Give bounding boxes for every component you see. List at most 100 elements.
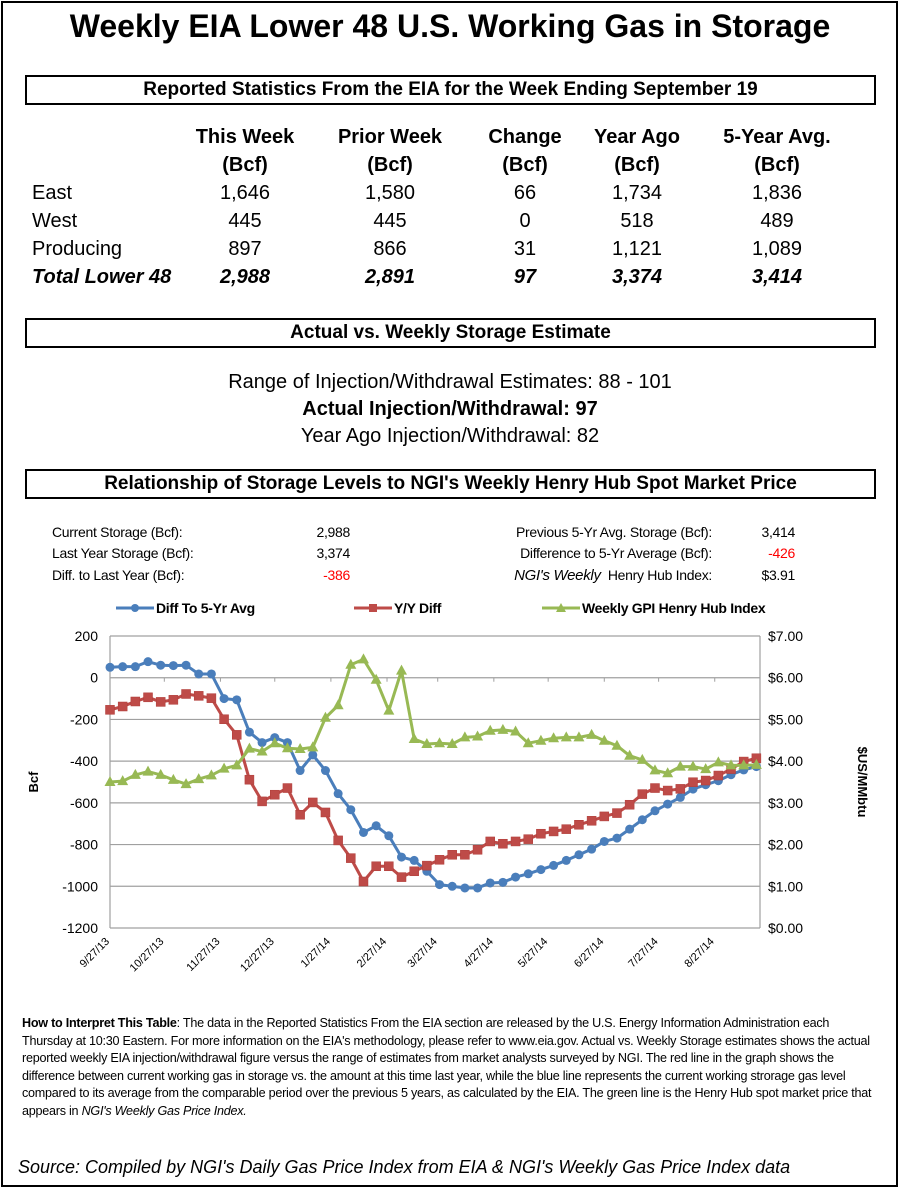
data-point-circle bbox=[257, 738, 267, 748]
x-tick-label: 4/27/14 bbox=[462, 936, 496, 970]
data-point-circle bbox=[675, 792, 685, 802]
data-point-circle bbox=[650, 806, 660, 816]
data-point-circle bbox=[574, 850, 584, 860]
data-point-circle bbox=[143, 657, 153, 667]
stat-value: 3,374 bbox=[316, 545, 350, 561]
stat-label-italic: NGI's Weekly bbox=[514, 567, 601, 584]
data-point-square bbox=[586, 816, 597, 826]
data-point-triangle bbox=[370, 673, 382, 684]
data-point-square bbox=[244, 774, 255, 785]
data-point-circle bbox=[663, 799, 673, 809]
section-heading-estimate: Actual vs. Weekly Storage Estimate bbox=[25, 318, 876, 348]
cell: 2,891 bbox=[364, 266, 416, 288]
data-point-square bbox=[409, 866, 419, 877]
data-point-square bbox=[384, 861, 394, 872]
y-axis-label: Bcf bbox=[26, 771, 41, 793]
data-point-circle bbox=[194, 669, 204, 679]
y-tick-label: -200 bbox=[70, 711, 98, 727]
data-point-circle bbox=[447, 881, 457, 891]
data-point-circle bbox=[397, 852, 407, 862]
data-point-circle bbox=[485, 878, 495, 888]
data-point-triangle bbox=[636, 753, 648, 764]
data-point-triangle bbox=[167, 773, 179, 784]
data-point-triangle bbox=[560, 731, 572, 742]
col-header: Year Ago bbox=[594, 126, 680, 148]
data-point-circle bbox=[156, 660, 166, 670]
data-point-square bbox=[333, 835, 343, 846]
data-point-triangle bbox=[142, 765, 154, 776]
x-tick-label: 9/27/13 bbox=[78, 936, 112, 970]
y-tick-label: -800 bbox=[70, 837, 98, 853]
data-point-square bbox=[193, 691, 204, 701]
data-point-circle bbox=[105, 662, 115, 672]
y2-tick-label: $6.00 bbox=[768, 670, 803, 686]
row-label: Producing bbox=[32, 238, 123, 260]
data-point-square bbox=[447, 850, 457, 860]
stat-value: $3.91 bbox=[761, 567, 795, 583]
cell: 897 bbox=[228, 238, 262, 260]
data-point-circle bbox=[168, 661, 178, 671]
data-point-triangle bbox=[294, 743, 306, 754]
data-point-circle bbox=[473, 883, 483, 893]
data-point-triangle bbox=[624, 749, 636, 760]
cell: 31 bbox=[513, 238, 537, 260]
cell: 1,121 bbox=[611, 238, 663, 260]
data-point-square bbox=[257, 796, 267, 807]
data-point-square bbox=[536, 828, 546, 839]
data-point-square bbox=[561, 824, 572, 834]
data-point-triangle bbox=[548, 732, 560, 743]
data-point-square bbox=[485, 836, 495, 847]
data-point-triangle bbox=[218, 762, 230, 773]
series-line-2 bbox=[109, 657, 757, 786]
data-point-circle bbox=[511, 872, 521, 882]
data-point-triangle bbox=[256, 745, 268, 756]
stat-value: 2,988 bbox=[316, 524, 350, 540]
data-point-circle bbox=[219, 694, 229, 704]
data-point-triangle bbox=[725, 759, 737, 770]
table-row-total: Total Lower 48 2,988 2,891 97 3,374 3,41… bbox=[0, 266, 900, 294]
x-tick-label: 8/27/14 bbox=[682, 936, 716, 970]
legend-triangle-marker-icon bbox=[542, 603, 580, 612]
data-point-circle bbox=[333, 789, 343, 799]
series-line-0 bbox=[109, 660, 757, 890]
data-point-square bbox=[371, 861, 381, 872]
data-point-square bbox=[282, 783, 293, 793]
data-point-circle bbox=[625, 824, 635, 834]
data-point-square bbox=[168, 695, 179, 705]
note-lead: How to Interpret This Table bbox=[22, 1016, 177, 1030]
data-point-triangle bbox=[243, 742, 255, 753]
data-point-circle bbox=[599, 836, 609, 846]
data-point-triangle bbox=[472, 730, 484, 741]
actual-injection: Actual Injection/Withdrawal: 97 bbox=[302, 398, 598, 420]
table-row-producing: Producing 897 866 31 1,121 1,089 bbox=[0, 238, 900, 266]
data-point-triangle bbox=[231, 759, 243, 770]
data-point-circle bbox=[587, 844, 597, 854]
cell: 445 bbox=[228, 210, 262, 232]
cell: 0 bbox=[519, 210, 531, 232]
stat-label-henry-hub: NGI's Weekly Henry Hub Index: bbox=[400, 567, 712, 584]
data-point-triangle bbox=[421, 738, 433, 749]
cell: 518 bbox=[620, 210, 654, 232]
data-point-circle bbox=[371, 821, 381, 831]
x-tick-label: 10/27/13 bbox=[128, 936, 167, 975]
data-point-triangle bbox=[598, 734, 610, 745]
data-point-square bbox=[295, 809, 305, 820]
data-point-square bbox=[105, 705, 115, 715]
stat-value: 3,414 bbox=[761, 524, 795, 540]
col-unit: (Bcf) bbox=[754, 154, 800, 176]
data-point-circle bbox=[181, 660, 191, 670]
stat-label: Diff. to Last Year (Bcf): bbox=[52, 567, 185, 583]
data-point-circle bbox=[523, 869, 533, 879]
data-point-circle bbox=[549, 860, 559, 870]
data-point-circle bbox=[295, 766, 305, 776]
table-header-row-2: (Bcf) (Bcf) (Bcf) (Bcf) (Bcf) bbox=[0, 154, 900, 182]
year-ago-injection: Year Ago Injection/Withdrawal: 82 bbox=[300, 425, 600, 447]
data-point-square bbox=[498, 838, 508, 849]
legend-label: Weekly GPI Henry Hub Index bbox=[582, 600, 766, 616]
y-tick-label: -1200 bbox=[62, 920, 98, 936]
data-point-square bbox=[713, 770, 724, 781]
data-point-triangle bbox=[180, 778, 192, 789]
cell: 3,414 bbox=[751, 266, 803, 288]
data-point-square bbox=[117, 701, 128, 712]
